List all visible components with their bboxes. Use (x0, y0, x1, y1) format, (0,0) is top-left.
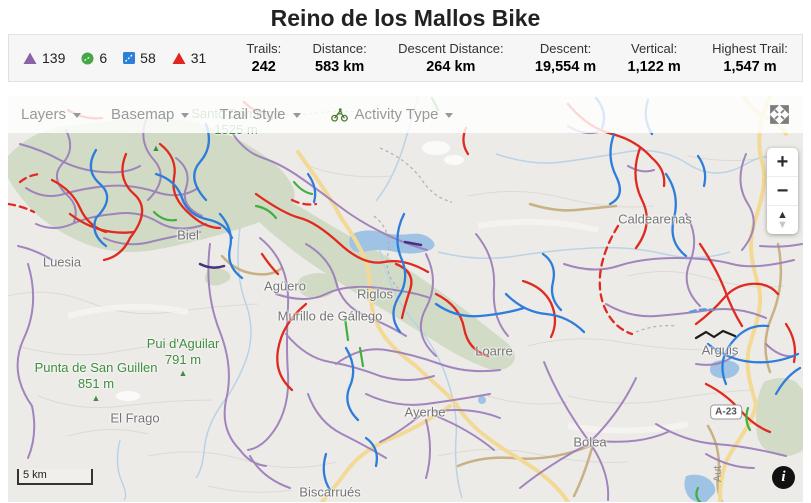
peak-triangle-icon: ▲ (151, 143, 161, 153)
difficulty-advanced-triangle-icon (23, 52, 37, 64)
pitch-up-icon: ▲ (777, 209, 788, 221)
difficulty-expert: 31 (172, 50, 207, 66)
difficulty-intermediate-square-icon (123, 52, 136, 64)
metric-value: 1,547 m (723, 59, 777, 75)
fullscreen-icon (770, 105, 789, 124)
town-label-riglos: Riglos (356, 286, 394, 302)
town-label-biscarru-s: Biscarrués (299, 484, 361, 500)
map-tiles (8, 96, 803, 502)
zoom-controls: + − ▲ ▼ (767, 148, 798, 234)
town-label-el-frago: El Frago (110, 410, 160, 426)
fullscreen-button[interactable] (769, 104, 790, 125)
metric-label: Trails: (246, 41, 282, 56)
difficulty-counts: 139 6 58 31 (17, 50, 212, 66)
metric-vertical: Vertical: 1,122 m (628, 41, 681, 75)
difficulty-intermediate-count: 58 (140, 50, 156, 66)
road-label: Aut (712, 465, 724, 483)
stats-metrics: Trails: 242 Distance: 583 km Descent Dista… (212, 41, 794, 75)
map-toolbar: Layers Basemap Trail Style Activity Type (8, 96, 803, 133)
toolbar-activity-type[interactable]: Activity Type (330, 106, 454, 123)
metric-label: Highest Trail: (712, 41, 788, 56)
peak-name: Pui d'Aguilar (146, 336, 220, 351)
difficulty-expert-count: 31 (190, 50, 207, 66)
peak-name: Punta de San Guillen (34, 360, 158, 375)
metric-value: 1,122 m (627, 59, 681, 75)
difficulty-easiest-count: 6 (99, 50, 108, 66)
metric-label: Vertical: (631, 41, 678, 56)
metric-value: 242 (251, 59, 276, 75)
toolbar-item-label: Trail Style (219, 106, 286, 123)
toolbar-trail-style[interactable]: Trail Style (219, 106, 301, 123)
difficulty-easiest-circle-icon (81, 52, 94, 64)
town-label-arguis: Arguis (701, 342, 739, 358)
peak-label-pui-d-aguilar: Pui d'Aguilar 791 m (147, 336, 220, 368)
toolbar-item-label: Activity Type (354, 106, 439, 123)
toolbar-item-label: Basemap (111, 106, 175, 123)
metric-label: Distance: (312, 41, 367, 56)
difficulty-expert-triangle-icon (172, 52, 186, 64)
peak-elevation: 851 m (77, 376, 115, 391)
town-label-luesia: Luesia (42, 254, 82, 270)
chevron-down-icon (445, 113, 454, 118)
metric-value: 19,554 m (534, 59, 597, 75)
town-label-murillo-de-g-llego: Murillo de Gállego (277, 308, 383, 324)
town-label-ag-ero: Agüero (264, 278, 306, 294)
mountain-biker-icon (330, 107, 348, 122)
metric-descent: Descent: 19,554 m (535, 41, 596, 75)
peak-elevation: 791 m (164, 352, 202, 367)
stats-bar: 139 6 58 31 Trails: 242 Distance: 583 km Desc… (8, 34, 803, 82)
pitch-toggle[interactable]: ▲ ▼ (767, 206, 798, 234)
scale-bar: 5 km (17, 469, 93, 485)
attribution-info-button[interactable]: i (772, 466, 795, 489)
metric-label: Descent: (539, 41, 592, 56)
page-title: Reino de los Mallos Bike (270, 4, 541, 31)
town-label-biel: Biel (177, 227, 199, 243)
zoom-in-button[interactable]: + (767, 148, 798, 177)
map-canvas[interactable]: Luesia Biel Agüero Riglos Murillo de Gállego… (8, 96, 803, 502)
chevron-down-icon (73, 113, 82, 118)
metric-trails: Trails: 242 (246, 41, 281, 75)
town-label-loarre: Loarre (475, 343, 513, 359)
town-label-ayerbe: Ayerbe (404, 404, 446, 420)
peak-label-punta-de-san-guillen: Punta de San Guillen 851 m (35, 360, 158, 392)
toolbar-basemap[interactable]: Basemap (111, 106, 190, 123)
chevron-down-icon (181, 113, 190, 118)
metric-value: 583 km (315, 59, 365, 75)
metric-descent-distance: Descent Distance: 264 km (398, 41, 504, 75)
toolbar-layers[interactable]: Layers (21, 106, 82, 123)
difficulty-advanced: 139 (23, 50, 65, 66)
metric-highest-trail: Highest Trail: 1,547 m (712, 41, 788, 75)
difficulty-easiest: 6 (81, 50, 107, 66)
difficulty-advanced-count: 139 (42, 50, 66, 66)
difficulty-intermediate: 58 (123, 50, 156, 66)
town-label-caldearenas: Caldearenas (618, 211, 692, 227)
metric-label: Descent Distance: (398, 41, 504, 56)
page-header: Reino de los Mallos Bike (0, 0, 811, 34)
zoom-out-button[interactable]: − (767, 177, 798, 206)
road-shield-a-23: A-23 (710, 404, 742, 420)
metric-distance: Distance: 583 km (313, 41, 367, 75)
peak-triangle-icon: ▲ (91, 393, 101, 403)
peak-triangle-icon: ▲ (178, 368, 188, 378)
chevron-down-icon (292, 113, 301, 118)
metric-value: 264 km (426, 59, 476, 75)
toolbar-item-label: Layers (21, 106, 67, 123)
pitch-down-icon: ▼ (777, 219, 788, 231)
town-label-bolea: Bolea (573, 434, 607, 450)
